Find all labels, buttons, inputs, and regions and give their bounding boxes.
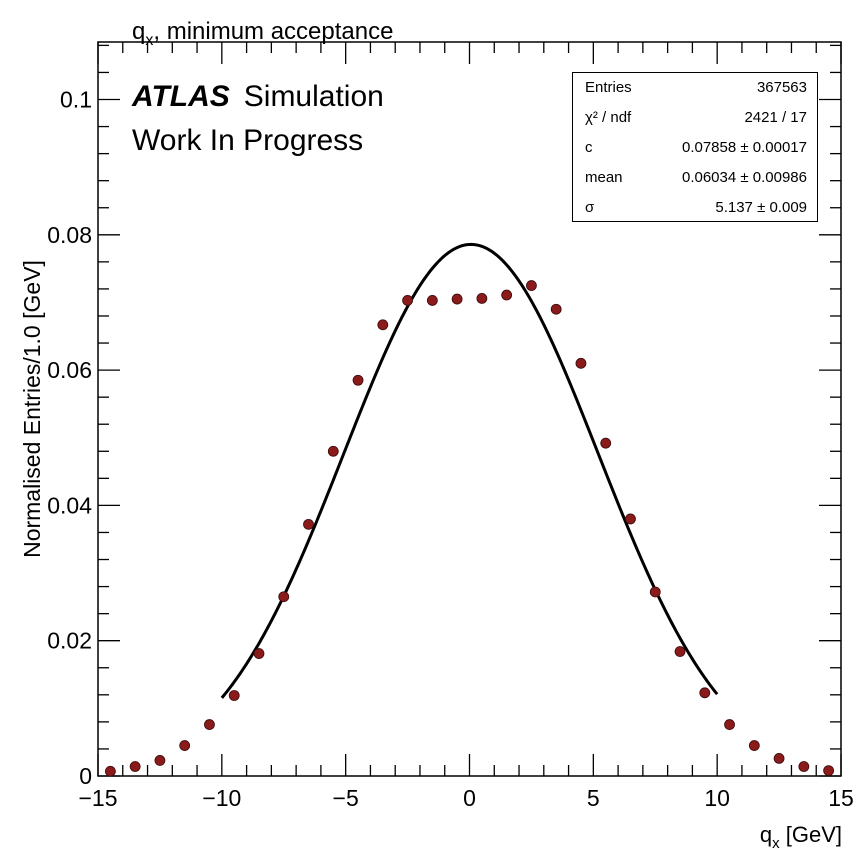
data-point xyxy=(228,690,240,701)
stats-row-c: c 0.07858 ± 0.00017 xyxy=(573,133,817,163)
y-tick-label: 0.04 xyxy=(47,492,92,518)
data-point xyxy=(352,374,364,386)
stats-key: χ² / ndf xyxy=(585,109,632,126)
data-point xyxy=(575,357,587,369)
data-point xyxy=(823,765,835,776)
data-point xyxy=(204,719,215,730)
stats-key: σ xyxy=(585,199,595,216)
data-point xyxy=(526,280,537,291)
data-point xyxy=(674,646,686,657)
x-tick-label: −5 xyxy=(333,785,359,811)
x-axis-label: qx [GeV] xyxy=(760,822,842,852)
stats-row-mean: mean 0.06034 ± 0.00986 xyxy=(573,163,817,193)
y-tick-label: 0.1 xyxy=(60,87,92,113)
xlabel-main: q xyxy=(759,822,773,847)
data-point xyxy=(179,740,191,751)
data-point xyxy=(327,445,339,457)
data-point xyxy=(278,591,290,603)
xlabel-sub: x xyxy=(772,835,780,852)
data-point xyxy=(550,303,562,315)
data-points xyxy=(104,280,835,777)
x-tick-label: 5 xyxy=(587,785,600,811)
data-point xyxy=(773,753,785,764)
data-point xyxy=(154,755,166,766)
y-axis-label: Normalised Entries/1.0 [GeV] xyxy=(19,260,45,558)
x-tick-label: 10 xyxy=(704,785,730,811)
y-tick-label: 0.08 xyxy=(47,222,92,248)
title-main: q xyxy=(132,18,146,45)
axis-ticks xyxy=(97,42,842,777)
stats-row-chi2: χ² / ndf 2421 / 17 xyxy=(573,103,817,133)
stats-key: mean xyxy=(585,169,623,186)
x-tick-label: 15 xyxy=(828,785,854,811)
x-tick-label: 0 xyxy=(463,785,476,811)
xlabel-rest: [GeV] xyxy=(779,822,842,847)
data-point xyxy=(724,719,735,730)
data-point xyxy=(501,289,513,301)
data-point xyxy=(798,761,810,772)
stats-key: c xyxy=(585,139,593,156)
stats-box: Entries 367563 χ² / ndf 2421 / 17 c 0.07858… xyxy=(572,72,818,222)
x-tick-label: −10 xyxy=(202,785,241,811)
atlas-tag: Simulation xyxy=(243,80,384,113)
fit-curve xyxy=(220,242,719,699)
data-point xyxy=(625,513,636,525)
x-tick-label: −15 xyxy=(78,785,117,811)
plot-title: qx, minimum acceptance xyxy=(132,18,393,50)
data-point xyxy=(104,765,116,777)
data-point xyxy=(303,518,314,530)
data-point xyxy=(600,437,612,449)
status-label: Work In Progress xyxy=(132,124,364,157)
stats-key: Entries xyxy=(585,79,632,96)
data-point xyxy=(129,761,141,772)
atlas-label: ATLAS Simulation xyxy=(132,80,384,114)
data-point xyxy=(476,292,488,304)
stats-row-entries: Entries 367563 xyxy=(573,73,817,103)
data-point xyxy=(699,687,711,699)
stats-value: 0.06034 ± 0.00986 xyxy=(681,169,807,186)
data-point xyxy=(377,319,389,331)
data-point xyxy=(649,586,661,598)
data-point xyxy=(402,295,413,306)
stats-value: 2421 / 17 xyxy=(744,109,807,126)
stats-value: 367563 xyxy=(756,79,807,96)
title-rest: , minimum acceptance xyxy=(153,18,394,45)
data-point xyxy=(253,648,265,659)
axis-tick-labels: −15 −10 −5 0 5 10 15 0 0.02 0.04 0.06 0.08 0.1 xyxy=(47,87,854,811)
y-tick-label: 0 xyxy=(79,763,92,789)
data-point xyxy=(748,740,760,751)
y-tick-label: 0.06 xyxy=(47,357,92,383)
stats-value: 5.137 ± 0.009 xyxy=(715,199,807,216)
data-point xyxy=(426,295,438,306)
title-sub: x xyxy=(145,32,154,49)
atlas-experiment: ATLAS xyxy=(132,80,230,113)
y-tick-label: 0.02 xyxy=(47,628,92,654)
stats-row-sigma: σ 5.137 ± 0.009 xyxy=(573,193,817,223)
data-point xyxy=(451,293,463,305)
stats-value: 0.07858 ± 0.00017 xyxy=(681,139,807,156)
